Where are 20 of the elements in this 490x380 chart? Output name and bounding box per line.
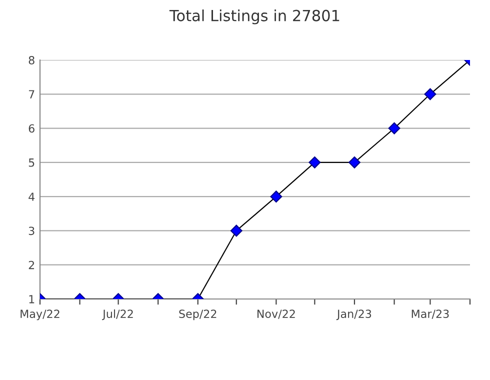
y-tick-label: 6 — [28, 124, 34, 133]
point — [348, 156, 360, 168]
y-tick-label: 2 — [28, 260, 34, 270]
y-tick-label: 7 — [28, 90, 34, 98]
y-tick-label: 8 — [28, 56, 34, 64]
x-tick-label: Jul/22 — [102, 309, 133, 320]
point — [270, 190, 282, 203]
point — [308, 156, 321, 168]
chart-title: Total Listings in 27801 — [169, 10, 340, 24]
point — [388, 122, 400, 134]
x-tick-label: Sep/22 — [179, 310, 216, 320]
x-tick-label: May/22 — [20, 310, 60, 320]
x-tick-label: Jan/23 — [336, 310, 372, 320]
y-tick-label: 5 — [28, 158, 34, 167]
x-tick-label: Nov/22 — [257, 310, 295, 319]
y-tick-label: 3 — [28, 226, 34, 236]
x-tick-label: Mar/23 — [412, 310, 449, 319]
point — [424, 88, 436, 100]
y-tick-label: 4 — [28, 192, 35, 201]
y-tick-label: 1 — [29, 295, 34, 304]
